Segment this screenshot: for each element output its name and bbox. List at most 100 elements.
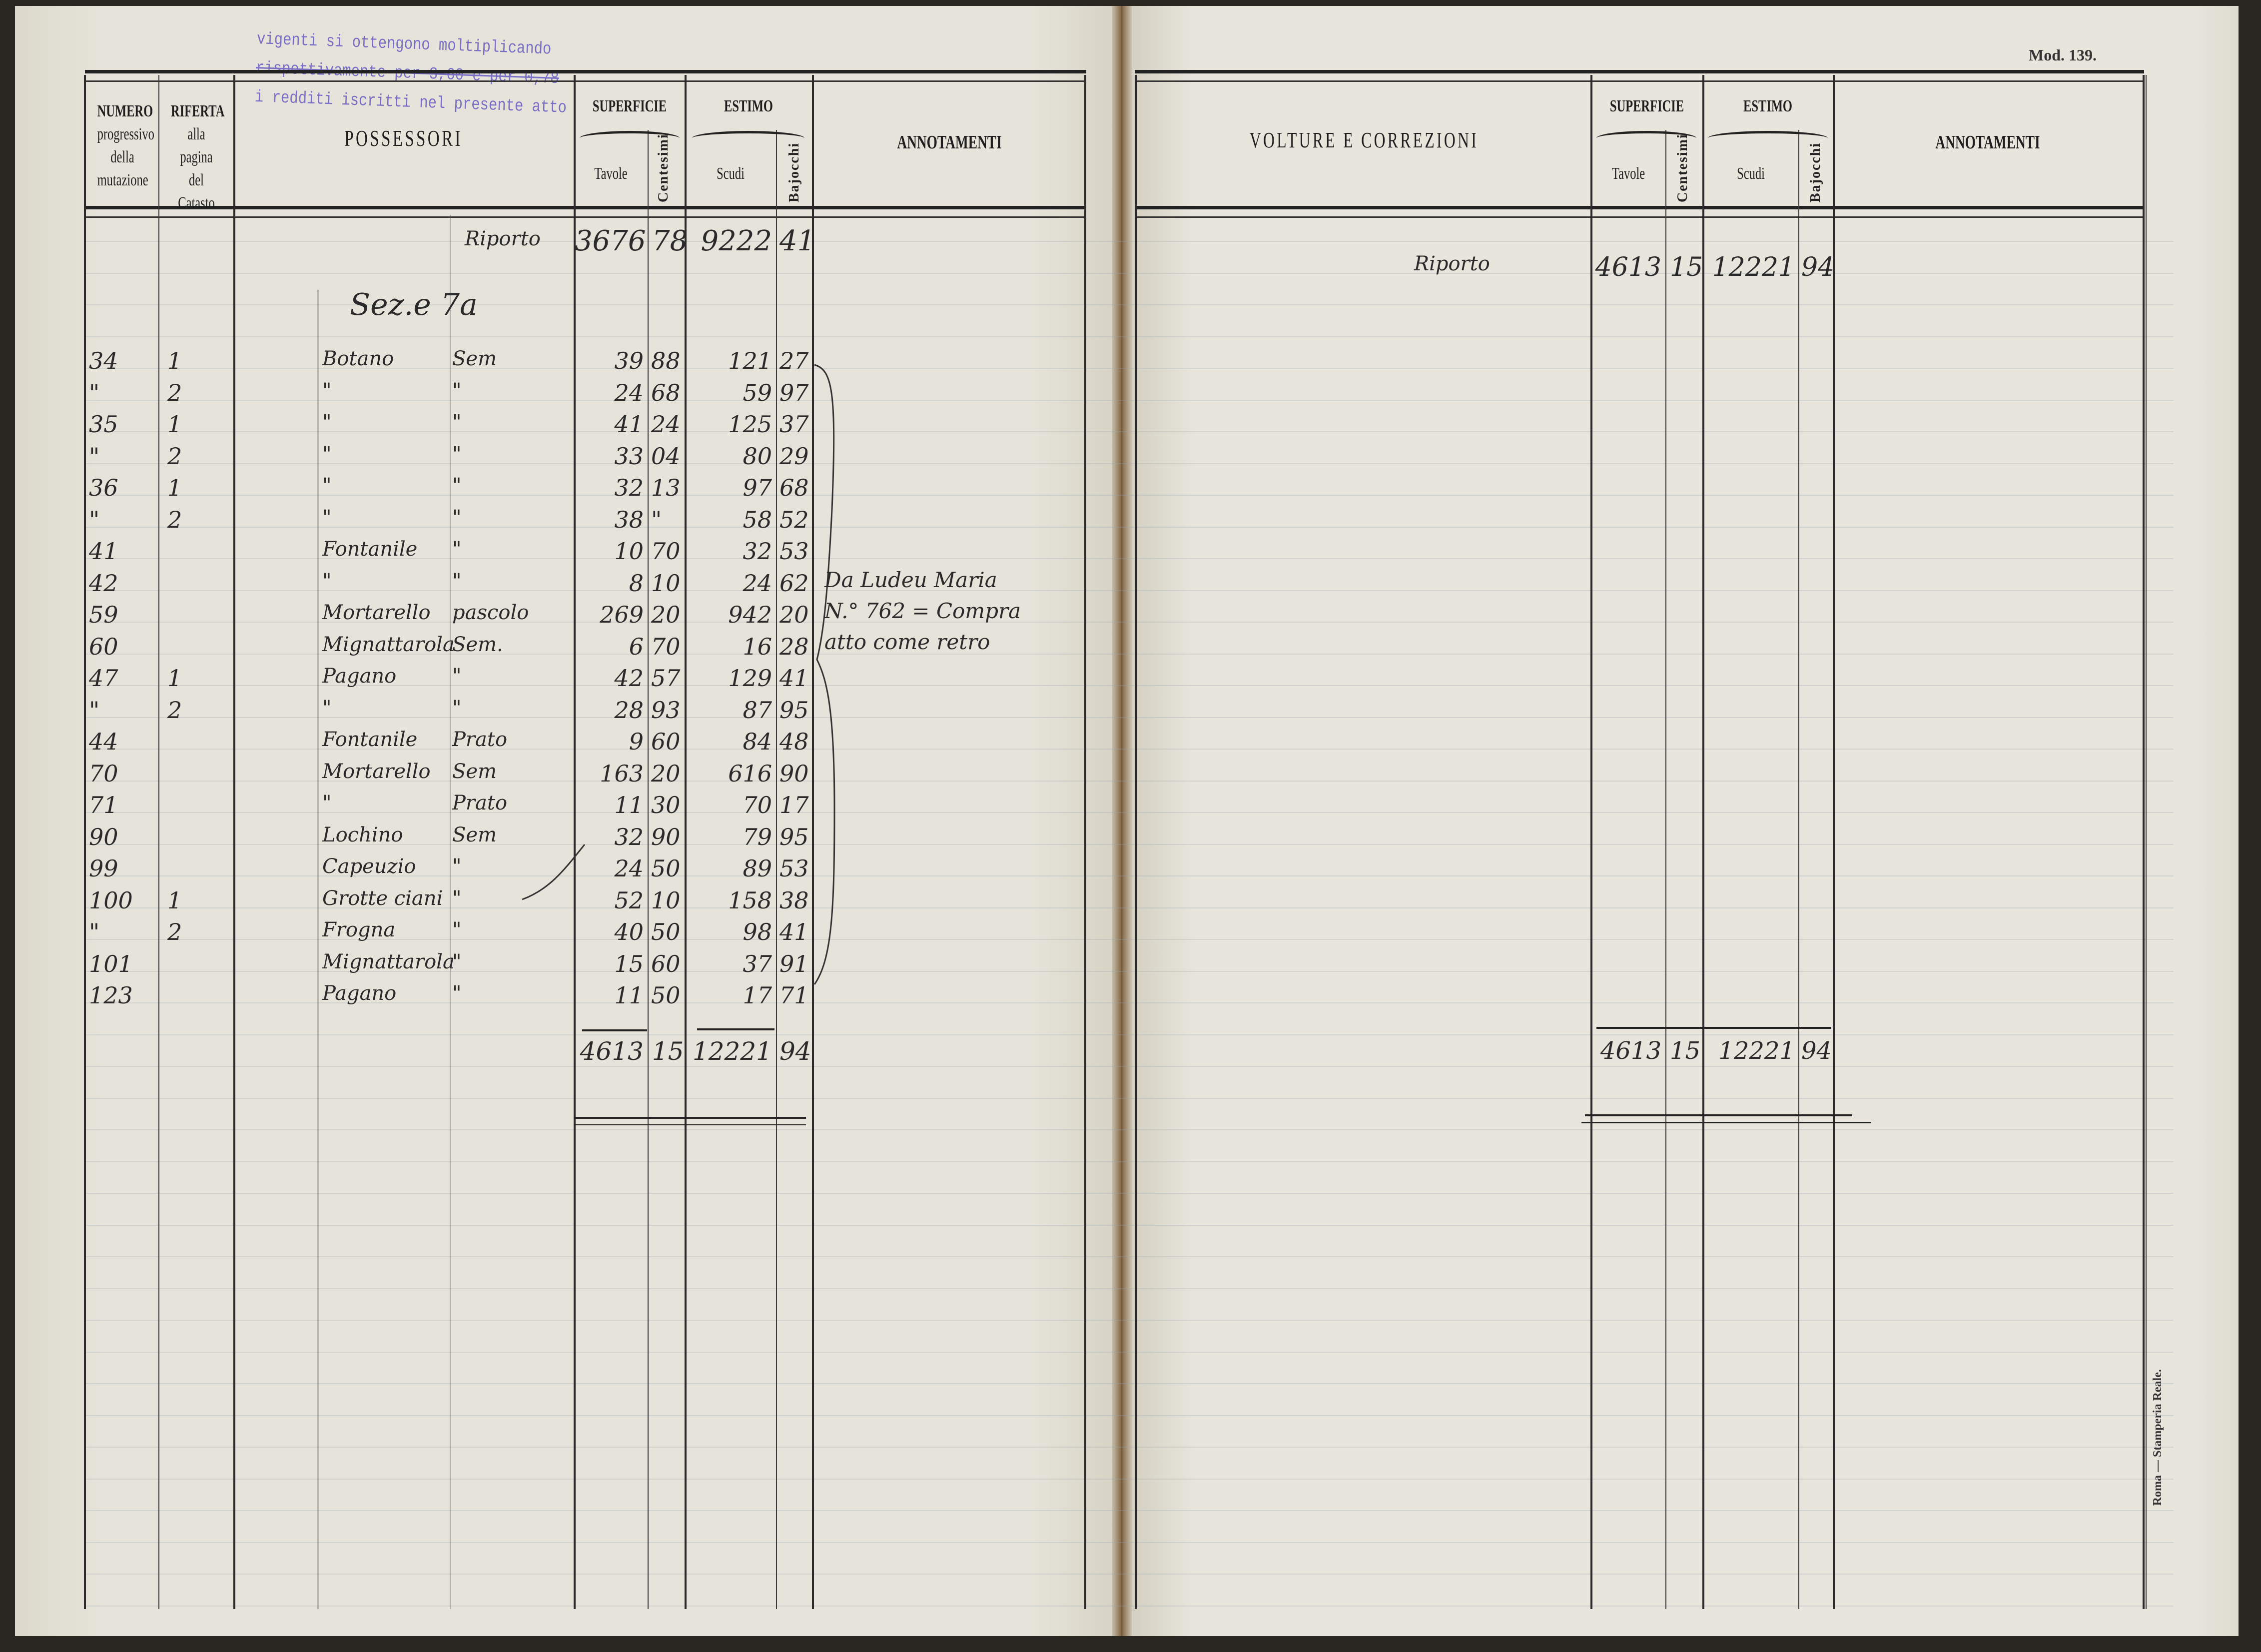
cell-qualita: Sem. (452, 633, 503, 656)
cell-localita: Frogna (322, 918, 396, 941)
header-estimo: ESTIMO (724, 97, 773, 115)
section-label: Sez.e 7a (350, 287, 478, 322)
ruled-line (85, 463, 2174, 464)
left-page (15, 6, 1119, 1636)
riporto-label: Riporto (465, 227, 541, 250)
cell-numero: 123 (89, 982, 133, 1009)
cell-tavole: 163 (600, 760, 644, 787)
cell-localita: Fontanile (322, 728, 418, 751)
cell-localita: Botano (322, 347, 394, 370)
cell-scudi: 16 (743, 633, 772, 660)
cell-tavole: 15 (614, 950, 644, 977)
ruled-line (85, 1351, 2174, 1353)
header-bajocchi: Bajocchi (1808, 142, 1823, 202)
cell-scudi: 89 (743, 855, 772, 882)
cell-centesimi: 70 (651, 633, 681, 660)
cell-tavole: 6 (629, 633, 644, 660)
cell-bajocchi: 41 (779, 665, 809, 692)
ruled-line (85, 272, 2174, 274)
printer-imprint: Roma — Stamperia Reale. (2151, 1369, 2164, 1506)
ruled-line (85, 590, 2174, 591)
total-scudi: 12221 (1718, 1037, 1795, 1065)
cell-tavole: 11 (614, 792, 644, 819)
cell-localita: " (322, 474, 332, 497)
header-annotamenti: ANNOTAMENTI (1935, 132, 2040, 153)
cell-tavole: 38 (614, 506, 644, 533)
column-divider (233, 75, 235, 1609)
ruled-line (85, 399, 2174, 401)
cell-bajocchi: 27 (779, 347, 809, 374)
cell-centesimi: 57 (651, 665, 681, 692)
cell-numero: 59 (89, 601, 118, 628)
column-divider (1590, 75, 1592, 1609)
column-divider (2146, 75, 2147, 1609)
cell-numero: 44 (89, 728, 118, 755)
cell-centesimi: 20 (651, 601, 681, 628)
cell-qualita: Sem (452, 823, 497, 846)
cell-centesimi: 10 (651, 569, 681, 597)
cell-scudi: 942 (728, 601, 772, 628)
cell-tavole: 41 (614, 411, 644, 438)
header-top-rule (1135, 70, 2144, 82)
cell-tavole: 24 (614, 379, 644, 406)
cell-scudi: 616 (728, 760, 772, 787)
cell-centesimi: 24 (651, 411, 681, 438)
ruled-line (85, 304, 2174, 305)
cell-tavole: 39 (614, 347, 644, 374)
ruled-line (85, 368, 2174, 369)
column-divider (685, 75, 687, 1609)
cell-bajocchi: 91 (779, 950, 809, 977)
cell-centesimi: 04 (651, 442, 681, 470)
cell-bajocchi: 29 (779, 442, 809, 470)
total-bajocchi: 94 (779, 1037, 811, 1066)
column-divider (648, 130, 649, 1609)
cell-bajocchi: 28 (779, 633, 809, 660)
column-divider (1702, 75, 1704, 1609)
total-rule (582, 1029, 647, 1031)
header-text: progressivo (97, 125, 154, 143)
total-rule (574, 1117, 806, 1119)
cell-numero: 42 (89, 569, 118, 597)
cell-bajocchi: 48 (779, 728, 809, 755)
column-divider (776, 130, 777, 1609)
cell-tavole: 32 (614, 823, 644, 850)
header-text: RIFERTA (170, 102, 225, 120)
cell-scudi: 58 (743, 506, 772, 533)
cell-localita: " (322, 569, 332, 593)
cell-bajocchi: 41 (779, 918, 809, 945)
header-volture: VOLTURE E CORREZIONI (1249, 128, 1479, 152)
cell-tavole: 32 (614, 474, 644, 501)
cell-scudi: 37 (743, 950, 772, 977)
cell-tavole: 9 (629, 728, 644, 755)
cell-centesimi: 93 (651, 696, 681, 724)
ruled-line (85, 843, 2174, 845)
total-tavole: 4613 (580, 1037, 644, 1066)
cell-localita: Lochino (322, 823, 403, 846)
ruled-line (85, 1256, 2174, 1257)
header-centesimi: Centesimi (656, 133, 671, 202)
cell-qualita: " (452, 569, 462, 593)
cell-localita: " (322, 792, 332, 815)
cell-bajocchi: 52 (779, 506, 809, 533)
cell-tavole: 8 (629, 569, 644, 597)
cell-centesimi: 20 (651, 760, 681, 787)
cell-centesimi: 90 (651, 823, 681, 850)
ruled-line (85, 241, 2174, 242)
cell-localita: Mignattarola (322, 633, 455, 656)
column-divider (84, 75, 86, 1609)
ruled-line (85, 1066, 2174, 1067)
cell-scudi: 59 (743, 379, 772, 406)
cell-centesimi: 50 (651, 855, 681, 882)
riporto-tavole: 4613 (1595, 252, 1661, 282)
cell-localita: Pagano (322, 665, 397, 688)
ruled-line (85, 1478, 2174, 1480)
cell-riferta: 1 (167, 347, 182, 374)
cell-qualita: " (452, 442, 462, 466)
cell-scudi: 125 (728, 411, 772, 438)
total-rule (697, 1028, 774, 1030)
ruled-line (85, 812, 2174, 813)
cell-qualita: " (452, 665, 462, 688)
cell-numero: " (89, 442, 100, 470)
cell-riferta: 1 (167, 886, 182, 914)
ruled-line (85, 780, 2174, 782)
